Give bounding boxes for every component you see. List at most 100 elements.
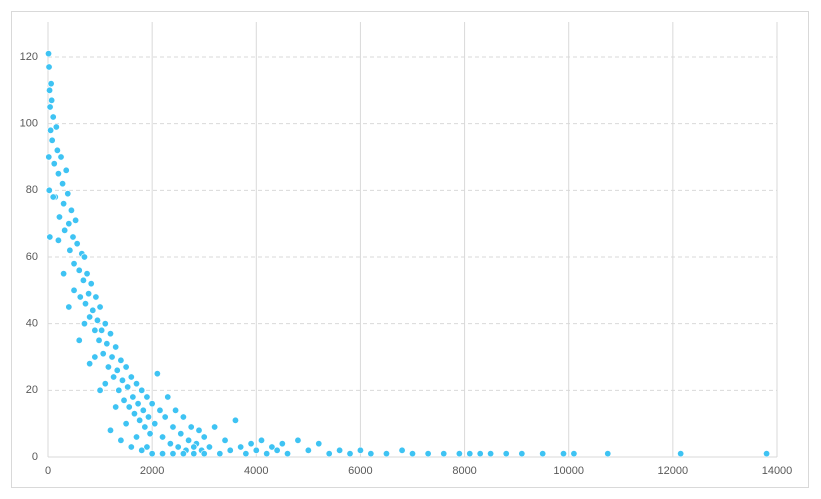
- point: [133, 380, 141, 388]
- point: [221, 436, 229, 444]
- point: [169, 423, 177, 431]
- point: [130, 410, 138, 418]
- point: [122, 363, 130, 371]
- point: [80, 253, 88, 261]
- point: [466, 450, 474, 458]
- x-tick-label: 14000: [762, 465, 793, 477]
- point: [294, 436, 302, 444]
- point: [64, 190, 72, 198]
- point: [106, 330, 114, 338]
- point: [237, 443, 245, 451]
- point: [211, 423, 219, 431]
- point: [53, 146, 61, 154]
- point: [70, 286, 78, 294]
- point: [144, 413, 152, 421]
- point: [46, 233, 54, 241]
- point: [48, 96, 56, 104]
- point: [124, 383, 132, 391]
- point: [76, 293, 84, 301]
- point: [231, 416, 239, 424]
- point: [115, 386, 123, 394]
- point: [226, 446, 234, 454]
- point: [179, 413, 187, 421]
- point: [52, 123, 60, 131]
- point: [143, 443, 151, 451]
- point: [96, 386, 104, 394]
- point: [60, 200, 68, 208]
- point: [518, 450, 526, 458]
- point: [148, 450, 156, 458]
- point: [65, 220, 73, 228]
- point: [424, 450, 432, 458]
- point: [49, 113, 57, 121]
- x-tick-label: 0: [45, 465, 51, 477]
- chart-border: [11, 11, 809, 488]
- point: [73, 240, 81, 248]
- point: [72, 216, 80, 224]
- point: [161, 413, 169, 421]
- point: [146, 430, 154, 438]
- point: [200, 450, 208, 458]
- point: [66, 246, 74, 254]
- y-tick-label: 20: [26, 384, 38, 396]
- point: [156, 406, 164, 414]
- point: [120, 396, 128, 404]
- point: [476, 450, 484, 458]
- point: [440, 450, 448, 458]
- point: [67, 206, 75, 214]
- point: [177, 430, 185, 438]
- y-tick-label: 40: [26, 318, 38, 330]
- point: [139, 406, 147, 414]
- point: [284, 450, 292, 458]
- point: [101, 320, 109, 328]
- point: [138, 386, 146, 394]
- point: [54, 236, 62, 244]
- point: [91, 326, 99, 334]
- y-tick-label: 80: [26, 184, 38, 196]
- point: [125, 403, 133, 411]
- point: [166, 440, 174, 448]
- point: [502, 450, 510, 458]
- point: [487, 450, 495, 458]
- point: [96, 303, 104, 311]
- point: [104, 363, 112, 371]
- y-tick-label: 60: [26, 251, 38, 263]
- point: [190, 443, 198, 451]
- point: [91, 353, 99, 361]
- point: [138, 446, 146, 454]
- point: [174, 443, 182, 451]
- point: [398, 446, 406, 454]
- y-tick-label: 0: [32, 451, 38, 463]
- point: [112, 403, 120, 411]
- point: [263, 450, 271, 458]
- point: [81, 300, 89, 308]
- point: [54, 170, 62, 178]
- point: [257, 436, 265, 444]
- point: [85, 290, 93, 298]
- point: [195, 426, 203, 434]
- y-tick-label: 120: [20, 51, 38, 63]
- point: [59, 180, 67, 188]
- point: [60, 270, 68, 278]
- point: [69, 233, 77, 241]
- point: [101, 380, 109, 388]
- point: [179, 450, 187, 458]
- point: [151, 420, 159, 428]
- point: [45, 186, 53, 194]
- point: [50, 160, 58, 168]
- point: [216, 450, 224, 458]
- point: [46, 86, 54, 94]
- point: [48, 136, 56, 144]
- point: [185, 436, 193, 444]
- point: [47, 80, 55, 88]
- x-tick-label: 2000: [140, 465, 164, 477]
- point: [570, 450, 578, 458]
- point: [45, 63, 53, 71]
- point: [187, 423, 195, 431]
- point: [110, 373, 118, 381]
- point: [153, 370, 161, 378]
- point: [108, 353, 116, 361]
- point: [315, 440, 323, 448]
- point: [93, 316, 101, 324]
